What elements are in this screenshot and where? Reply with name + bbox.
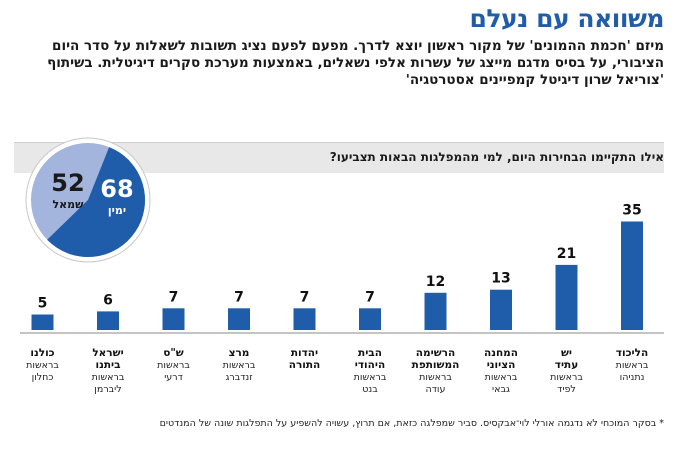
category-sublabel: בראשות לפיד [550,372,583,395]
bar [97,311,119,330]
category-sublabel: בראשות זנדברג [223,360,256,383]
category-label: הבית היהודי [355,347,385,371]
bar [228,308,250,330]
category-sublabel: בראשות בנט [354,372,387,395]
pie-value: 68 [100,175,133,203]
data-label: 7 [169,289,179,305]
data-label: 7 [234,289,244,305]
category-label: יהדות התורה [289,347,321,371]
footnote: * בסקר המוכחי לא נדגמה אורלי לוי־אבקסיס.… [159,418,664,429]
pie-slice [47,147,146,257]
category-sublabel: בראשות עודה [419,372,452,395]
data-label: 7 [365,289,375,305]
data-label: 35 [622,203,641,219]
survey-question: אילו התקיימו הבחירות היום, למי מהמפלגות … [329,150,664,164]
bar [162,308,185,330]
data-label: 21 [557,246,576,262]
bar [359,308,381,330]
bar [31,314,54,330]
category-label: הרשימה המשותפת [412,347,460,371]
data-label: 12 [426,274,445,290]
chart-title: משוואה עם נעלם [469,4,664,33]
category-sublabel: בראשות ליברמן [92,372,125,395]
category-label: המחנה הציוני [484,347,518,371]
pie-value: 52 [51,169,84,197]
bar [621,221,643,330]
bar [490,289,512,330]
category-label: כולנו [30,347,54,359]
data-label: 13 [491,271,510,287]
pie-label: שמאל [53,198,85,211]
category-sublabel: בראשות דרעי [157,360,190,383]
bar [555,264,578,330]
category-label: ישראל ביתנו [92,347,123,371]
category-sublabel: בראשות כחלון [26,360,59,383]
data-label: 5 [38,296,48,312]
category-sublabel: בראשות גבאי [485,372,518,395]
category-sublabel: בראשות נתניהו [616,360,649,383]
data-label: 7 [300,289,310,305]
category-label: ש"ס [163,347,184,359]
bar [293,308,316,330]
data-label: 6 [103,292,113,308]
chart-subtitle: מיזם 'חכמת ההמונים' של מקור ראשון יוצא ל… [47,38,664,88]
bar [424,292,447,330]
pie-label: ימין [108,204,126,217]
category-label: יש עתיד [555,347,578,371]
category-label: הליכוד [616,347,648,359]
category-label: מרצ [229,347,250,359]
